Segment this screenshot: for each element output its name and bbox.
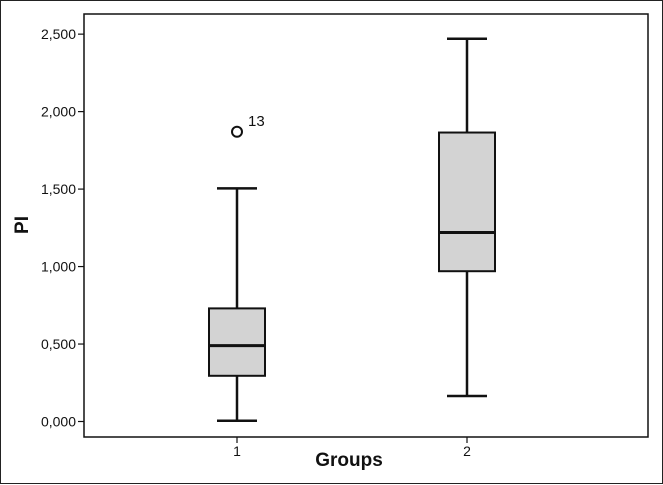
- outlier-point: [231, 125, 243, 138]
- box-iqr: [208, 307, 266, 377]
- box-series: 13: [208, 37, 496, 422]
- y-tick-label: 1,500: [41, 181, 76, 197]
- y-tick-label: 0,000: [41, 414, 76, 430]
- y-tick-label: 0,500: [41, 336, 76, 352]
- y-tick-label: 1,000: [41, 259, 76, 275]
- y-axis: 0,000 0,500 1,000 1,500 2,000 2,500: [41, 26, 84, 430]
- y-tick-label: 2,500: [41, 26, 76, 42]
- plot-area: [83, 13, 649, 438]
- x-tick-label: 2: [463, 443, 471, 459]
- outlier-label: 13: [248, 113, 265, 130]
- y-tick-label: 2,000: [41, 104, 76, 120]
- x-tick-label: 1: [233, 443, 241, 459]
- x-axis-title: Groups: [315, 450, 383, 471]
- y-axis-title: PI: [12, 216, 33, 234]
- box-iqr: [438, 131, 496, 273]
